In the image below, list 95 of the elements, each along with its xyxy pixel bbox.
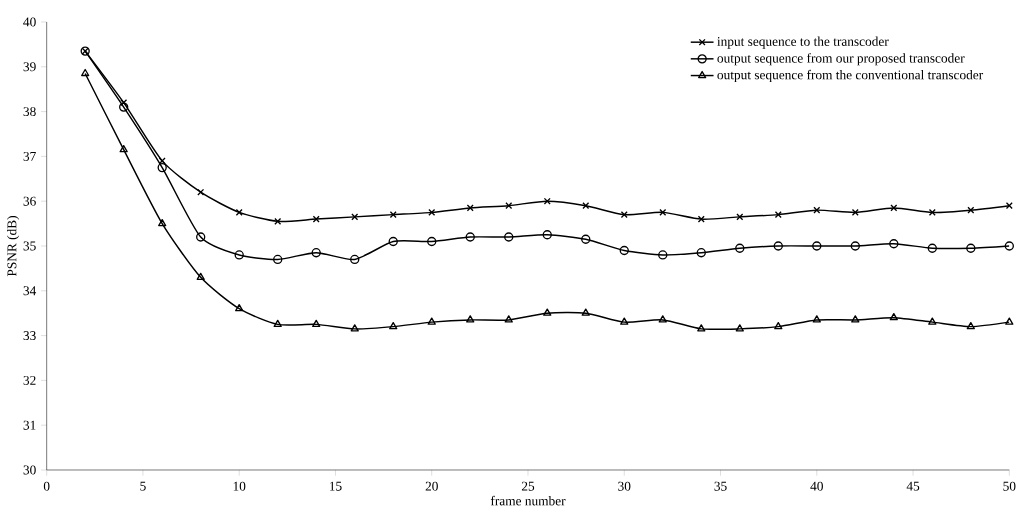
point [736, 213, 744, 221]
point [620, 317, 629, 325]
y-tick-label: 36 [23, 196, 36, 206]
point [851, 315, 860, 323]
point [119, 102, 129, 112]
x-tick-label: 40 [810, 481, 823, 491]
point [928, 208, 936, 216]
y-tick-label: 40 [23, 17, 36, 27]
point [889, 239, 899, 249]
point [581, 234, 591, 244]
point [774, 211, 782, 219]
y-tick-label: 35 [23, 241, 36, 251]
legend-label: input sequence to the transcoder [717, 36, 889, 49]
point [696, 248, 706, 258]
point [774, 321, 783, 330]
point [890, 204, 898, 212]
y-tick-label: 34 [23, 286, 37, 296]
point [582, 202, 590, 210]
point [466, 204, 474, 212]
x-tick-label: 50 [1003, 481, 1016, 491]
point [466, 315, 475, 323]
point [543, 308, 552, 316]
point [197, 188, 205, 196]
point [504, 315, 513, 323]
point [851, 208, 859, 216]
legend-label: output sequence from the conventional transcoder [717, 69, 984, 83]
y-tick-label: 39 [23, 62, 36, 72]
point [81, 68, 90, 77]
x-tick-label: 15 [329, 481, 342, 491]
x-axis-title: frame number [490, 495, 566, 506]
point [427, 236, 437, 247]
point [119, 145, 128, 153]
y-tick-label: 31 [23, 420, 36, 430]
x-tick-label: 45 [906, 481, 920, 491]
point [928, 317, 937, 325]
point [1004, 241, 1014, 251]
point [504, 232, 514, 242]
x-tick-label: 10 [233, 481, 246, 491]
point [1005, 317, 1014, 325]
point [273, 319, 282, 328]
x-tick-label: 0 [43, 481, 50, 491]
point [235, 208, 243, 216]
point [351, 213, 359, 221]
point [428, 208, 436, 216]
y-tick-label: 32 [23, 375, 36, 385]
point [658, 315, 667, 323]
point [812, 315, 821, 323]
x-tick-label: 35 [714, 481, 727, 491]
point [658, 250, 668, 260]
point [234, 250, 244, 260]
point [427, 317, 436, 325]
point [659, 208, 667, 216]
point [388, 236, 398, 247]
point [697, 215, 705, 223]
point [350, 254, 360, 265]
point [312, 215, 320, 223]
y-tick-label: 37 [23, 151, 36, 161]
x-tick-label: 20 [425, 481, 438, 491]
point [543, 197, 551, 205]
point [581, 308, 590, 316]
point [812, 241, 822, 251]
point [312, 319, 321, 328]
y-axis-title: PSNR (dB) [7, 216, 20, 277]
point [697, 324, 706, 332]
point [273, 254, 283, 265]
point [389, 211, 397, 219]
y-tick-label: 33 [23, 331, 36, 341]
point [465, 232, 475, 242]
point [620, 211, 628, 219]
point [850, 241, 860, 251]
point [927, 243, 937, 253]
x-tick-label: 5 [140, 481, 146, 491]
point [505, 202, 513, 210]
point [389, 321, 398, 330]
point [966, 321, 975, 330]
point [735, 243, 745, 253]
x-tick-label: 25 [521, 481, 535, 491]
point [196, 272, 205, 281]
legend-label: output sequence from our proposed transcoder [717, 53, 965, 66]
point [311, 248, 321, 258]
point [773, 241, 783, 251]
point [735, 324, 744, 332]
point [350, 324, 359, 332]
point [966, 243, 976, 253]
point [889, 312, 898, 321]
point [235, 304, 244, 312]
point [813, 206, 821, 214]
y-tick-label: 38 [23, 107, 36, 117]
point [542, 230, 552, 240]
y-tick-label: 30 [23, 465, 36, 475]
x-tick-label: 30 [618, 481, 631, 491]
point [158, 218, 167, 227]
point [196, 232, 206, 242]
point [157, 162, 167, 173]
point [619, 245, 629, 256]
